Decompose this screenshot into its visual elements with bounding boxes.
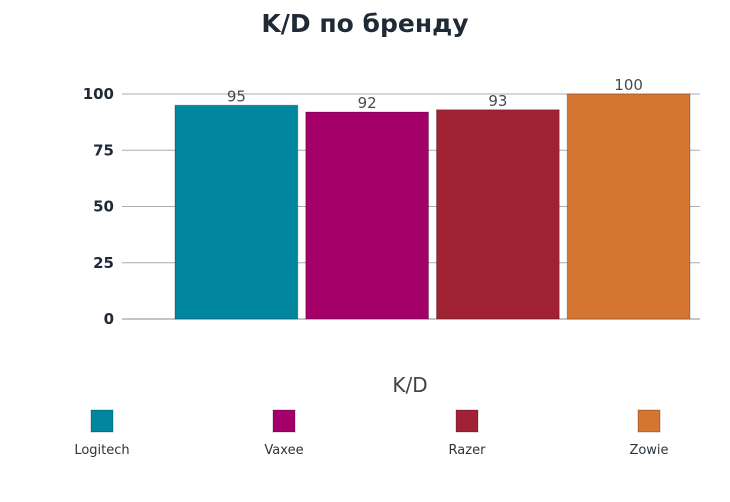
- y-tick-label: 100: [83, 85, 114, 103]
- bar-vaxee: [305, 111, 429, 320]
- legend-swatch-razer: [455, 409, 479, 433]
- legend-swatch-logitech: [90, 409, 114, 433]
- legend-swatch-vaxee: [272, 409, 296, 433]
- bars: [174, 93, 691, 320]
- data-labels: 95 92 93 100: [227, 76, 643, 112]
- bar-logitech: [174, 104, 299, 320]
- y-tick-label: 50: [93, 198, 114, 216]
- data-label: 100: [614, 76, 643, 94]
- legend-label-vaxee: Vaxee: [264, 443, 303, 458]
- data-label: 93: [488, 92, 507, 110]
- x-axis-label: K/D: [392, 373, 427, 397]
- legend-label-razer: Razer: [449, 443, 487, 458]
- chart-title: K/D по бренду: [261, 9, 468, 38]
- data-label: 95: [227, 87, 246, 105]
- y-tick-label: 0: [104, 310, 114, 328]
- y-axis-ticks: 0 25 50 75 100: [83, 85, 114, 328]
- data-label: 92: [358, 94, 377, 112]
- legend-swatch-zowie: [637, 409, 661, 433]
- legend-label-zowie: Zowie: [629, 443, 668, 458]
- y-tick-label: 25: [93, 254, 114, 272]
- bar-razer: [436, 109, 560, 320]
- legend-label-logitech: Logitech: [74, 443, 129, 458]
- legend: Logitech Vaxee Razer Zowie: [74, 409, 669, 458]
- bar-zowie: [566, 93, 691, 320]
- y-tick-label: 75: [93, 141, 114, 159]
